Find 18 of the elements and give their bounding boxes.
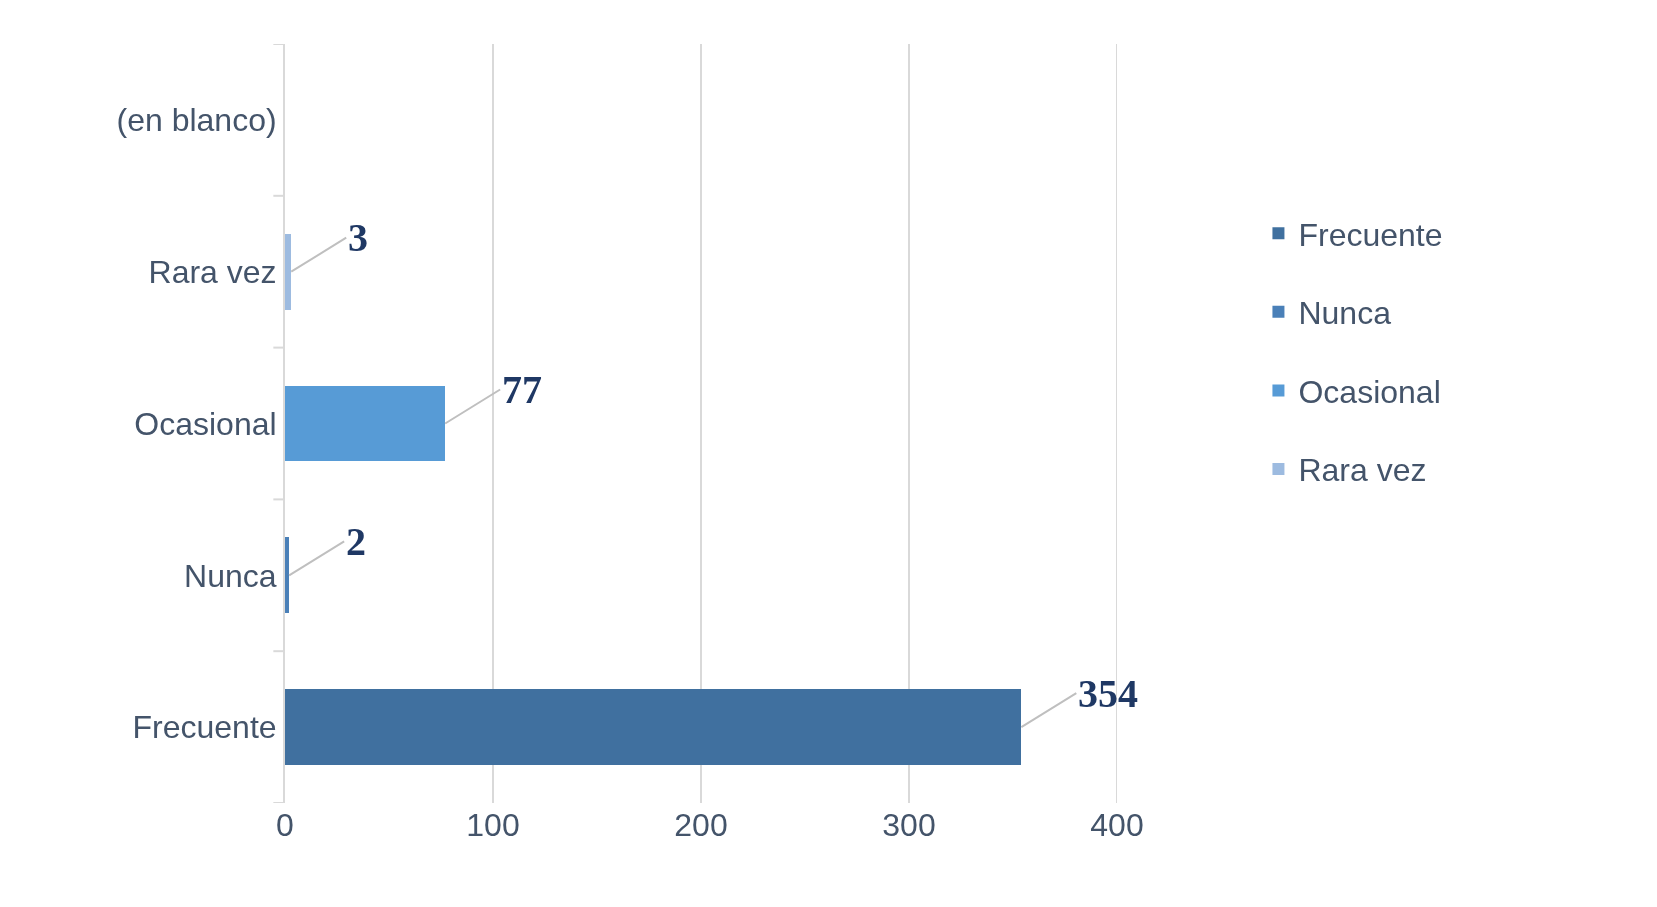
x-tick-label: 200 [674,807,728,843]
data-label: 77 [502,367,542,412]
legend-label: Nunca [1298,295,1392,332]
data-label: 2 [346,519,366,564]
legend-label: Frecuente [1298,216,1443,253]
x-tick-label: 0 [276,807,294,843]
y-tick-label: (en blanco) [116,102,277,139]
data-label: 3 [348,215,368,260]
y-tick-label: Frecuente [132,709,277,746]
x-tick-label: 300 [882,807,936,843]
legend-label: Rara vez [1298,452,1427,489]
y-tick-label: Rara vez [148,253,277,290]
y-tick-label: Nunca [184,557,277,594]
legend-label: Ocasional [1298,373,1441,410]
data-label: 354 [1078,671,1138,716]
x-tick-label: 400 [1090,807,1144,843]
x-tick-label: 100 [466,807,520,843]
y-tick-label: Ocasional [134,405,277,442]
